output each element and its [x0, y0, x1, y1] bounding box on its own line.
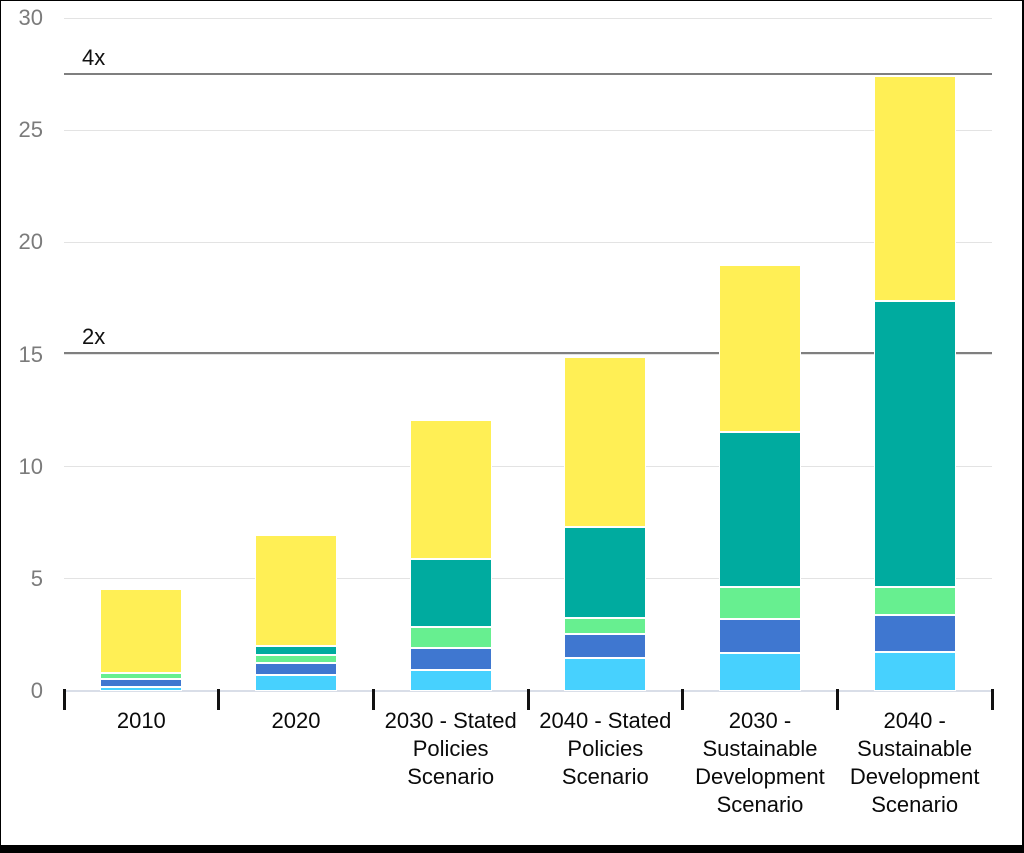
x-axis-tick — [990, 689, 994, 710]
gridline-5 — [64, 578, 992, 580]
bar-segment-blue — [255, 662, 337, 676]
y-axis-label-0: 0 — [30, 678, 43, 703]
gridline-30 — [64, 17, 992, 19]
x-axis-label: 2040 - Sustainable Development Scenario — [849, 708, 980, 817]
bar-segment-light-green — [409, 627, 492, 649]
y-axis-label-10: 10 — [18, 453, 43, 479]
x-axis-tick — [217, 689, 221, 710]
bar-segment-yellow — [564, 356, 647, 528]
bar-segment-blue — [100, 678, 183, 687]
bar-2030- — [719, 1, 801, 691]
bar-segment-teal — [564, 527, 647, 619]
bar-2040- — [873, 1, 956, 691]
bar-segment-light-green — [873, 586, 956, 615]
bar-segment-light-green — [719, 586, 801, 620]
bar-segment-cyan — [564, 658, 647, 691]
bar-segment-blue — [409, 648, 492, 670]
bar-segment-light-green — [564, 618, 647, 634]
reference-line-label-4x: 4x — [82, 45, 106, 71]
bar-segment-yellow — [255, 535, 337, 647]
bar-2010 — [100, 1, 183, 691]
x-axis-tick — [526, 689, 530, 710]
bar-segment-yellow — [100, 588, 183, 674]
gridline-25 — [64, 129, 992, 131]
bar-segment-cyan — [719, 652, 801, 691]
bar-segment-yellow — [873, 76, 956, 301]
bar-segment-yellow — [719, 264, 801, 432]
bar-segment-teal — [255, 646, 337, 656]
x-axis-label: 2040 - Stated Policies Scenario — [539, 708, 672, 789]
bar-segment-teal — [719, 431, 801, 587]
bar-segment-teal — [409, 558, 492, 628]
x-axis-tick — [62, 689, 66, 710]
bar-segment-blue — [719, 619, 801, 653]
bar-segment-cyan — [255, 675, 337, 691]
y-axis-label-5: 5 — [30, 565, 43, 591]
bar-segment-cyan — [100, 686, 183, 691]
reference-line-2x — [64, 352, 992, 355]
bar-segment-cyan — [873, 651, 956, 691]
bar-2040-Stated — [564, 1, 647, 691]
y-axis-label-25: 25 — [18, 117, 43, 143]
gridline-20 — [64, 241, 992, 243]
reference-line-4x — [64, 73, 992, 76]
bar-segment-cyan — [409, 669, 492, 691]
bar-segment-light-green — [255, 655, 337, 663]
x-axis-tick — [835, 689, 839, 710]
x-axis-tick — [681, 689, 685, 710]
y-axis-label-20: 20 — [18, 229, 43, 255]
x-axis-label: 2010 — [116, 708, 166, 733]
x-axis-label: 2020 — [271, 708, 321, 733]
gridline-15 — [64, 354, 992, 355]
y-axis-label-30: 30 — [18, 5, 43, 30]
bar-2020 — [255, 1, 337, 691]
y-axis-label-15: 15 — [18, 341, 43, 367]
bar-segment-teal — [873, 300, 956, 587]
bar-segment-light-green — [100, 673, 183, 679]
bar-2030-Stated — [409, 1, 492, 691]
x-axis-tick — [371, 689, 375, 710]
bar-segment-yellow — [409, 419, 492, 559]
x-axis-label: 2030 - Stated Policies Scenario — [384, 708, 517, 789]
bar-segment-blue — [564, 633, 647, 659]
gridline-10 — [64, 466, 992, 468]
reference-line-label-2x: 2x — [82, 324, 106, 350]
x-axis-label: 2030 - Sustainable Development Scenario — [695, 708, 825, 817]
bar-segment-blue — [873, 614, 956, 652]
